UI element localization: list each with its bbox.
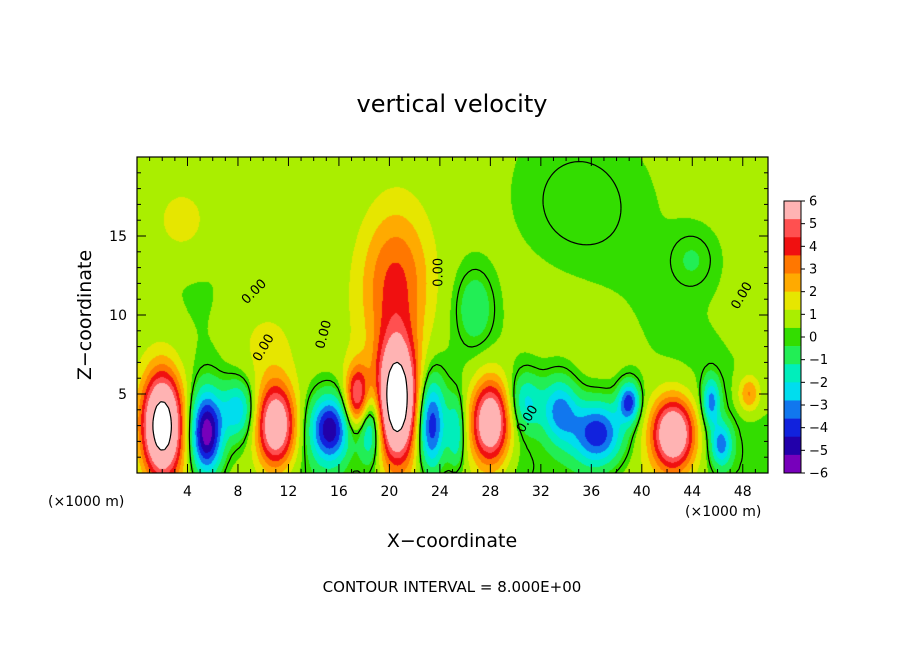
x-tick-label: 24 [431,484,449,500]
x-unit-left: (×1000 m) [48,494,124,510]
contour-zero [188,161,744,473]
colorbar-label: −1 [809,353,828,368]
colorbar-label: 1 [809,308,817,323]
colorbar-label: 2 [809,285,817,300]
x-axis-ticks: 4 8 12 16 20 24 28 32 36 40 44 48 [149,157,756,500]
x-tick-label: 44 [683,484,701,500]
plot-area [137,157,768,473]
colorbar-swatch [784,327,801,347]
colorbar-swatch [784,201,801,220]
colorbar-swatch [784,364,801,383]
colorbar-swatch [784,309,801,329]
x-tick-label: 28 [481,484,499,500]
velocity-field [137,157,768,473]
colorbar-swatch [784,273,801,292]
colorbar-label: −2 [809,376,828,391]
colorbar-label: 6 [809,195,817,210]
colorbar-label: 3 [809,263,817,278]
colorbar-label: −5 [809,444,828,459]
colorbar-swatch [784,237,801,256]
contour-lines [152,161,744,473]
y-tick-label: 5 [118,387,127,403]
colorbar-swatch [784,418,801,438]
colorbar-swatch [784,219,801,238]
x-tick-label: 48 [734,484,752,500]
colorbar-swatch [784,400,801,419]
y-tick-label: 10 [109,308,127,324]
colorbar-swatch [784,436,801,456]
x-tick-label: 32 [532,484,550,500]
x-tick-label: 8 [233,484,242,500]
x-tick-label: 36 [582,484,600,500]
contour-interval-note: CONTOUR INTERVAL = 8.000E+00 [323,578,582,596]
contour-label: 0.00 [313,319,335,351]
chart-title: vertical velocity [357,90,548,118]
colorbar-label: −3 [809,399,828,414]
colorbar-label: −6 [809,467,828,482]
colorbar-swatch [784,291,801,311]
x-tick-label: 12 [280,484,298,500]
contour-label: 0.00 [431,258,446,287]
x-unit-right: (×1000 m) [685,504,761,520]
colorbar: 6 5 4 3 2 1 0 −1 −2 −3 −4 −5 −6 [783,195,828,482]
contour-plus-8 [152,361,408,451]
x-tick-label: 20 [380,484,398,500]
x-axis-label: X−coordinate [387,530,517,552]
colorbar-swatch [784,382,801,401]
x-tick-label: 16 [330,484,348,500]
y-tick-label: 15 [109,229,127,245]
colorbar-swatch [784,255,801,274]
x-tick-label: 4 [183,484,192,500]
colorbar-swatch [784,346,801,365]
colorbar-swatch [784,454,801,474]
colorbar-label: −4 [809,421,828,436]
y-axis-ticks: 5 10 15 [109,172,768,458]
colorbar-label: 0 [809,331,817,346]
x-tick-label: 40 [633,484,651,500]
colorbar-label: 5 [809,217,817,232]
colorbar-label: 4 [809,240,817,255]
y-axis-label: Z−coordinate [74,250,96,380]
